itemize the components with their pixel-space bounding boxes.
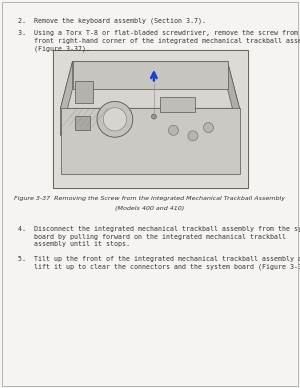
Bar (74, 81, 92, 103)
Text: 3.  Using a Torx T-8 or flat-bladed screwdriver, remove the screw from the: 3. Using a Torx T-8 or flat-bladed screw… (18, 30, 300, 36)
Bar (74, 116, 89, 130)
Circle shape (103, 108, 127, 131)
Polygon shape (227, 61, 239, 136)
Text: (Figure 3-37).: (Figure 3-37). (18, 45, 90, 52)
Bar (160, 97, 195, 113)
Circle shape (168, 125, 178, 135)
Text: 4.  Disconnect the integrated mechanical trackball assembly from the system: 4. Disconnect the integrated mechanical … (18, 226, 300, 232)
Circle shape (152, 114, 156, 119)
Circle shape (203, 123, 214, 133)
Polygon shape (61, 108, 239, 175)
Text: lift it up to clear the connectors and the system board (Figure 3-38).: lift it up to clear the connectors and t… (18, 264, 300, 270)
Polygon shape (61, 61, 239, 108)
Text: (Models 400 and 410): (Models 400 and 410) (116, 206, 184, 211)
Polygon shape (61, 61, 73, 136)
FancyArrowPatch shape (151, 73, 157, 81)
Text: 5.  Tilt up the front of the integrated mechanical trackball assembly and: 5. Tilt up the front of the integrated m… (18, 256, 300, 262)
Circle shape (188, 131, 198, 141)
Text: assembly until it stops.: assembly until it stops. (18, 241, 130, 247)
Polygon shape (73, 61, 227, 89)
Bar (53, 52, 247, 187)
Circle shape (97, 101, 133, 137)
Text: board by pulling forward on the integrated mechanical trackball: board by pulling forward on the integrat… (18, 234, 286, 240)
Bar (52, 50, 247, 188)
Text: 2.  Remove the keyboard assembly (Section 3.7).: 2. Remove the keyboard assembly (Section… (18, 18, 206, 24)
Text: Figure 3-37  Removing the Screw from the Integrated Mechanical Trackball Assembl: Figure 3-37 Removing the Screw from the … (14, 196, 286, 201)
Text: front right-hand corner of the integrated mechanical trackball assembly: front right-hand corner of the integrate… (18, 38, 300, 43)
